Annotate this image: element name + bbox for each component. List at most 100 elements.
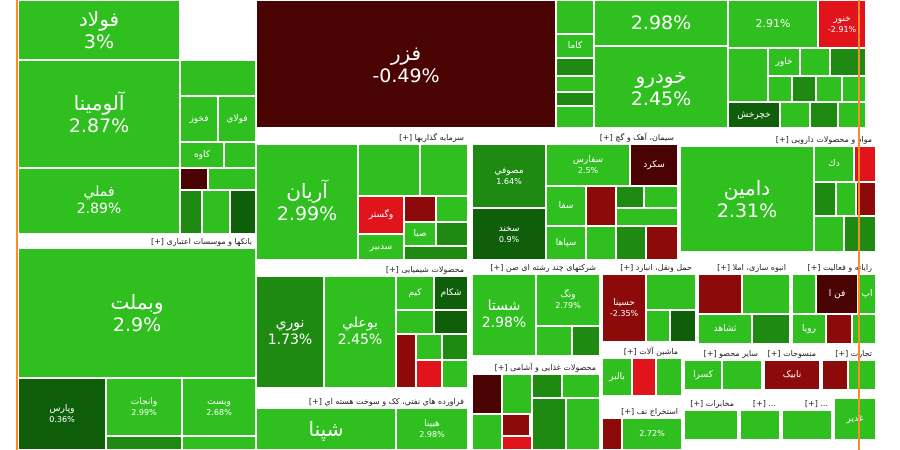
tile-small[interactable] (442, 334, 468, 360)
tile-foolad[interactable]: فولاد 3% (18, 0, 180, 60)
tile-small[interactable] (782, 410, 832, 440)
tile-small[interactable] (182, 436, 256, 450)
tile-small[interactable] (616, 208, 678, 226)
tile-fameli[interactable]: فملي 2.89% (18, 168, 180, 234)
tile-small[interactable] (442, 360, 468, 388)
tile-small[interactable] (822, 360, 848, 390)
tile-small[interactable] (646, 226, 678, 260)
tile-kim[interactable]: كيم (396, 276, 434, 310)
tile-small[interactable] (208, 168, 256, 190)
tile-small[interactable] (586, 226, 616, 260)
tile-masufi[interactable]: مصوفي 1.64% (472, 144, 546, 208)
tile-small[interactable] (416, 360, 442, 388)
sector-header-it[interactable]: [+] رایانه و فعالیت (792, 262, 876, 274)
tile-small[interactable] (556, 0, 594, 34)
tile-abtin[interactable]: بالبر (602, 358, 632, 396)
tile-small[interactable] (536, 326, 572, 356)
tile-kesra[interactable]: كسرا (684, 360, 722, 390)
tile-nabik[interactable]: نابیک (764, 360, 820, 390)
sector-header-misc1[interactable]: [+] ... (740, 398, 780, 410)
tile-vabemellat[interactable]: وبملت 2.9% (18, 248, 256, 378)
tile-kaveh[interactable]: كاوه (180, 142, 224, 168)
tile-small[interactable] (404, 246, 468, 260)
tile-ghadir[interactable]: غدير (834, 398, 876, 440)
tile-hebina[interactable]: هبينا 2.98% (396, 408, 468, 450)
sector-header-investments[interactable]: [+] سرمایه گذاریها (256, 132, 468, 144)
tile-khcharkhesh[interactable]: خچرخش (728, 102, 780, 128)
sector-header-mining[interactable]: [+] استخراج نف (602, 406, 682, 418)
tile-small[interactable] (810, 102, 838, 128)
tile-small[interactable] (780, 102, 810, 128)
tile-small[interactable] (848, 360, 876, 390)
tile-small[interactable] (830, 48, 866, 76)
tile-small[interactable] (556, 92, 594, 106)
tile-khavar[interactable]: خاور (768, 48, 800, 76)
tile-small[interactable] (836, 182, 856, 216)
tile-ap[interactable]: اپ (858, 274, 876, 314)
tile-small[interactable] (566, 398, 600, 450)
tile-sakord[interactable]: سكرد (630, 144, 678, 186)
sector-header-multidisc[interactable]: [+] شرکتهای چند رشته ای صن (472, 262, 600, 274)
tile-tashahd[interactable]: ثشاهد (698, 314, 752, 344)
tile-sepaha[interactable]: سپاها (546, 226, 586, 260)
tile-small[interactable] (230, 190, 256, 234)
tile-vbest[interactable]: وبست 2.68% (182, 378, 256, 436)
tile-vpars[interactable]: وپارس 0.36% (18, 378, 106, 450)
tile-dek[interactable]: دك (814, 146, 854, 182)
tile-small[interactable] (838, 102, 866, 128)
tile-tm272[interactable]: 2.72% (622, 418, 682, 450)
tile-sefa[interactable]: سفا (546, 186, 586, 226)
tile-small[interactable] (602, 418, 622, 450)
sector-header-food[interactable]: [+] محصولات غذایی و آشامی (472, 362, 600, 374)
tile-shasta[interactable]: شستا 2.98% (472, 274, 536, 356)
tile-small[interactable] (816, 76, 842, 102)
tile-kama[interactable]: كاما (556, 34, 594, 58)
tile-small[interactable] (556, 76, 594, 92)
tile-aluminum[interactable]: آلومینا 2.87% (18, 60, 180, 168)
tile-small[interactable] (670, 310, 696, 342)
sector-header-banks[interactable]: [+] بانکها و موسسات اعتباری (18, 236, 256, 248)
tile-small[interactable] (742, 274, 790, 314)
tile-small[interactable] (684, 410, 738, 440)
tile-gandom[interactable]: ونگ 2.79% (536, 274, 600, 326)
sector-header-textiles[interactable]: [+] منسوجات (764, 348, 820, 360)
tile-small[interactable] (180, 168, 208, 190)
sector-header-other-prod[interactable]: [+] سایر محصو (684, 348, 762, 360)
tile-vgostar[interactable]: وگستر (358, 196, 404, 234)
tile-small[interactable] (180, 190, 202, 234)
tile-small[interactable] (826, 314, 852, 344)
tile-small[interactable] (502, 414, 530, 436)
tile-small[interactable] (502, 436, 532, 450)
tile-small[interactable] (752, 314, 790, 344)
tile-small[interactable] (106, 436, 182, 450)
tile-small[interactable] (532, 374, 562, 398)
tile-damin[interactable]: دامین 2.31% (680, 146, 814, 252)
tile-small[interactable] (202, 190, 230, 234)
sector-header-mass[interactable]: [+] انبوه سازی، املا (698, 262, 790, 274)
tile-sbaft[interactable]: سفارس 2.5% (546, 144, 630, 186)
sector-header-pharma[interactable]: [+] مواد و محصولات دارویی (680, 134, 876, 146)
tile-small[interactable] (396, 334, 416, 388)
tile-small[interactable] (532, 398, 566, 450)
tile-sahand[interactable]: سخند 0.9% (472, 208, 546, 260)
tile-small[interactable] (434, 310, 468, 334)
tile-hesina[interactable]: حسینا -2.35% (602, 274, 646, 342)
tile-small[interactable] (404, 196, 436, 222)
sector-header-chemicals[interactable]: [+] محصولات شیمیایی (256, 264, 468, 276)
tile-small[interactable] (852, 314, 876, 344)
tile-small[interactable] (814, 182, 836, 216)
tile-small[interactable] (844, 216, 876, 252)
tile-shpna[interactable]: شپنا (256, 408, 396, 450)
tile-fazar[interactable]: فزر -0.49% (256, 0, 556, 128)
sector-header-machinery[interactable]: [+] ماشین آلات (602, 346, 682, 358)
tile-small[interactable] (436, 222, 468, 246)
tile-arian[interactable]: آریان 2.99% (256, 144, 358, 260)
tile-fkhuz[interactable]: فخوز (180, 96, 218, 142)
tile-boali[interactable]: بوعلي 2.45% (324, 276, 396, 388)
tile-faulai[interactable]: فولاي (218, 96, 256, 142)
tile-noori[interactable]: نوري 1.73% (256, 276, 324, 388)
tile-small[interactable] (644, 186, 678, 208)
tile-vanjat[interactable]: وانجات 2.99% (106, 378, 182, 436)
tile-small[interactable] (420, 144, 468, 196)
tile-small[interactable] (586, 186, 616, 226)
